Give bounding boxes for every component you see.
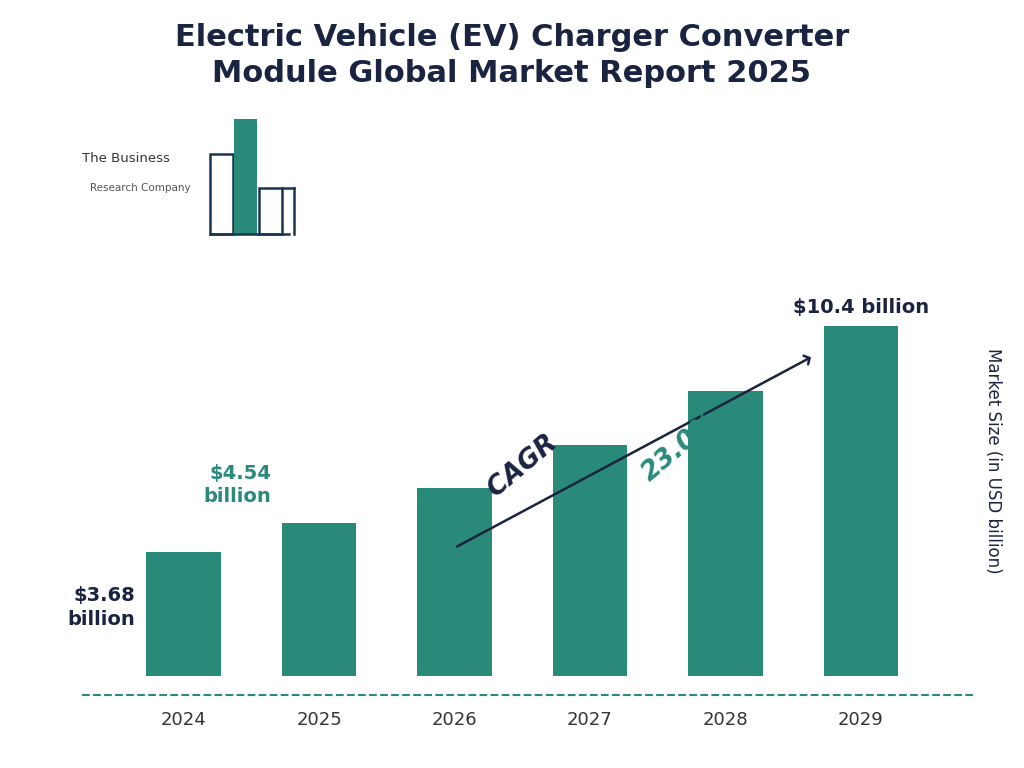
Bar <box>418 488 492 676</box>
Text: $10.4 billion: $10.4 billion <box>793 298 929 317</box>
Text: 2026: 2026 <box>432 711 477 729</box>
Bar <box>282 523 356 676</box>
Bar <box>210 154 233 234</box>
Text: 2027: 2027 <box>567 711 612 729</box>
Text: 2028: 2028 <box>702 711 749 729</box>
Bar <box>688 392 763 676</box>
Bar <box>553 445 627 676</box>
Text: The Business: The Business <box>82 152 170 164</box>
Text: CAGR: CAGR <box>483 425 569 503</box>
Bar <box>823 326 898 676</box>
Bar <box>234 119 257 234</box>
Bar <box>146 552 221 676</box>
Text: Market Size (in USD billion): Market Size (in USD billion) <box>984 348 1002 574</box>
Text: 2025: 2025 <box>296 711 342 729</box>
Text: Electric Vehicle (EV) Charger Converter
Module Global Market Report 2025: Electric Vehicle (EV) Charger Converter … <box>175 23 849 88</box>
Text: 23.0%: 23.0% <box>637 408 724 486</box>
Text: Research Company: Research Company <box>90 183 190 194</box>
Text: $3.68
billion: $3.68 billion <box>68 587 135 629</box>
Bar <box>258 188 282 234</box>
Text: 2024: 2024 <box>161 711 207 729</box>
Text: 2029: 2029 <box>838 711 884 729</box>
Text: $4.54
billion: $4.54 billion <box>203 464 271 506</box>
